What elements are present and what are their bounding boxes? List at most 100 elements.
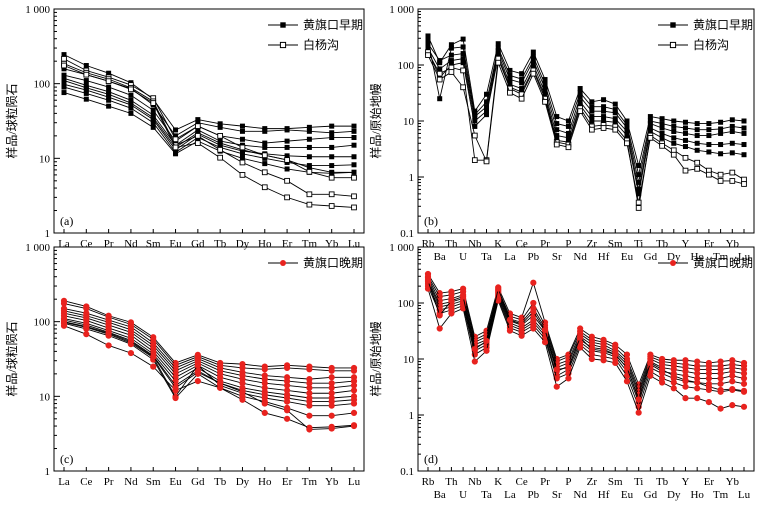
data-point — [106, 89, 112, 95]
data-point — [128, 92, 134, 98]
x-tick-label-ce: Ce — [516, 476, 528, 488]
x-tick-label-ho: Ho — [258, 238, 272, 250]
data-point — [589, 108, 595, 114]
data-point — [659, 121, 665, 127]
x-tick-label-ba: Ba — [434, 489, 446, 501]
data-point — [127, 338, 135, 345]
data-point — [658, 366, 666, 373]
data-point — [647, 125, 653, 131]
series-line — [427, 35, 745, 166]
series-7 — [61, 90, 357, 176]
data-point — [705, 398, 712, 406]
x-tick-label-la: La — [58, 238, 70, 250]
x-tick-label-er: Er — [704, 238, 715, 250]
data-point — [694, 127, 700, 133]
data-point — [495, 51, 501, 57]
x-tick-label-ce: Ce — [80, 476, 92, 488]
data-point — [519, 76, 525, 82]
data-point — [577, 334, 584, 341]
y-tick-label: 1 — [409, 410, 415, 422]
data-point — [636, 179, 642, 185]
y-tick-label: 1 — [45, 466, 51, 478]
data-point — [682, 154, 689, 161]
x-tick-label-sm: Sm — [146, 238, 161, 250]
data-point — [261, 400, 268, 407]
data-point — [60, 318, 68, 325]
data-point — [306, 191, 313, 198]
data-point — [61, 72, 67, 78]
y-tick-label: 100 — [34, 79, 51, 91]
series-4 — [425, 45, 747, 192]
data-point — [106, 97, 112, 103]
data-point — [601, 118, 607, 124]
series-6 — [61, 84, 357, 169]
data-point — [671, 123, 677, 129]
data-point — [483, 337, 490, 345]
data-point — [283, 398, 291, 405]
data-point — [460, 51, 466, 57]
data-point — [624, 125, 630, 131]
data-point — [194, 140, 201, 146]
data-point — [460, 293, 467, 300]
data-point — [495, 59, 502, 66]
data-point — [150, 120, 156, 126]
data-point — [717, 380, 724, 387]
data-point — [61, 78, 67, 84]
data-point — [471, 346, 478, 353]
data-point — [647, 121, 653, 127]
data-point — [577, 108, 583, 114]
legend-label: 黄旗口晚期 — [693, 255, 753, 270]
data-point — [217, 380, 224, 387]
series-1 — [425, 33, 747, 169]
data-point — [128, 105, 134, 111]
data-point — [239, 128, 245, 134]
data-point — [306, 402, 313, 409]
series-line — [63, 77, 355, 148]
data-point — [329, 154, 335, 160]
data-point — [194, 377, 201, 385]
data-point — [694, 147, 700, 153]
data-point — [577, 99, 583, 105]
x-tick-label-dy: Dy — [236, 238, 250, 250]
data-point — [647, 359, 654, 367]
data-point — [530, 299, 537, 307]
series-line — [427, 47, 745, 190]
data-point — [729, 378, 736, 385]
data-point — [601, 104, 607, 110]
data-point — [507, 77, 513, 83]
legend-label: 黄旗口晚期 — [303, 255, 363, 270]
data-point — [565, 118, 571, 124]
data-point — [518, 332, 525, 339]
data-point — [542, 81, 548, 87]
data-point — [635, 199, 642, 206]
data-point — [483, 347, 490, 354]
x-tick-label-la: La — [504, 489, 516, 501]
x-tick-label-sm: Sm — [608, 476, 623, 488]
data-point — [506, 327, 514, 334]
data-point — [519, 80, 525, 86]
x-tick-label-zr: Zr — [587, 238, 598, 250]
data-point — [671, 140, 677, 146]
x-tick-label-tm: Tm — [713, 489, 729, 501]
data-point — [351, 162, 357, 168]
data-point — [61, 62, 67, 69]
data-point — [60, 300, 68, 307]
series-line — [63, 80, 354, 173]
x-tick-label-zr: Zr — [587, 476, 598, 488]
data-point — [425, 37, 431, 43]
data-point — [105, 78, 112, 85]
data-point — [306, 165, 312, 171]
y-tick-label: 10 — [39, 391, 51, 403]
x-tick-label-tm: Tm — [302, 476, 318, 488]
data-point — [705, 383, 712, 390]
data-point — [283, 364, 291, 372]
data-point — [105, 342, 112, 349]
data-point — [682, 383, 689, 390]
data-point — [706, 171, 712, 178]
x-tick-label-th: Th — [445, 476, 458, 488]
data-point — [351, 154, 357, 160]
legend-label: 白杨沟 — [693, 37, 729, 52]
data-point — [471, 358, 478, 365]
x-tick-label-gd: Gd — [191, 476, 205, 488]
